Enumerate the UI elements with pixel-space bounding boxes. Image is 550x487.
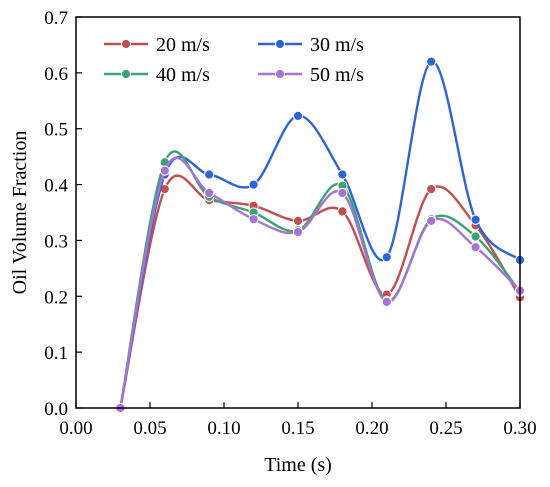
x-tick-label: 0.10 bbox=[207, 418, 240, 439]
data-point bbox=[381, 252, 392, 263]
y-tick-label: 0.0 bbox=[44, 399, 68, 420]
data-point bbox=[470, 231, 481, 242]
y-axis-title: Oil Volume Fraction bbox=[9, 131, 31, 295]
legend-label: 40 m/s bbox=[156, 64, 210, 86]
y-tick-label: 0.7 bbox=[44, 8, 68, 29]
x-tick-label: 0.00 bbox=[59, 418, 92, 439]
data-point bbox=[248, 179, 259, 190]
legend-label: 50 m/s bbox=[310, 64, 364, 86]
legend-label: 20 m/s bbox=[156, 34, 210, 56]
data-point bbox=[426, 56, 437, 67]
data-point bbox=[292, 226, 304, 238]
legend-item-3: 40 m/s bbox=[104, 64, 210, 86]
series-line bbox=[119, 156, 521, 409]
x-tick-label: 0.30 bbox=[503, 418, 536, 439]
data-point bbox=[337, 169, 348, 180]
legend-item-1: 20 m/s bbox=[104, 34, 210, 56]
data-point bbox=[248, 214, 259, 225]
x-tick-label: 0.05 bbox=[133, 418, 166, 439]
series-4 bbox=[115, 156, 526, 414]
data-point bbox=[426, 183, 437, 195]
data-point bbox=[292, 110, 304, 121]
series-1 bbox=[115, 174, 526, 414]
series-line bbox=[119, 60, 521, 409]
data-point bbox=[470, 242, 481, 253]
plot-frame bbox=[75, 16, 521, 409]
data-point bbox=[159, 165, 170, 176]
y-tick-label: 0.3 bbox=[44, 231, 68, 252]
data-point bbox=[337, 187, 348, 199]
x-tick-label: 0.15 bbox=[281, 418, 314, 439]
data-point bbox=[204, 169, 215, 180]
series-line bbox=[119, 150, 521, 409]
data-point bbox=[426, 215, 437, 226]
series-line bbox=[119, 174, 522, 409]
legend-item-2: 30 m/s bbox=[258, 34, 364, 56]
legend-marker bbox=[120, 38, 132, 50]
legend-marker bbox=[274, 38, 286, 50]
x-tick-label: 0.20 bbox=[355, 418, 388, 439]
legend-marker bbox=[274, 68, 286, 80]
data-point bbox=[337, 206, 348, 217]
legend-item-4: 50 m/s bbox=[258, 64, 364, 86]
y-tick-label: 0.2 bbox=[44, 287, 68, 308]
y-tick-label: 0.5 bbox=[44, 120, 68, 141]
data-point bbox=[381, 296, 392, 307]
y-tick-label: 0.4 bbox=[44, 176, 68, 197]
data-point bbox=[470, 214, 481, 225]
axis-ticks: 0.00 0.05 0.10 0.15 0.20 0.25 0.30 0.0 0.1 0.2 0.3… bbox=[44, 8, 536, 439]
legend: 20 m/s 30 m/s 40 m/s 50 m/s bbox=[104, 34, 364, 86]
legend-marker bbox=[120, 68, 132, 80]
x-tick-label: 0.25 bbox=[429, 418, 462, 439]
x-axis-title: Time (s) bbox=[264, 454, 332, 476]
y-tick-label: 0.1 bbox=[44, 343, 68, 364]
series-layer bbox=[115, 56, 526, 414]
data-point bbox=[204, 187, 215, 199]
data-point bbox=[292, 215, 304, 226]
series-3 bbox=[115, 150, 526, 414]
legend-label: 30 m/s bbox=[310, 34, 364, 56]
y-tick-label: 0.6 bbox=[44, 64, 68, 85]
